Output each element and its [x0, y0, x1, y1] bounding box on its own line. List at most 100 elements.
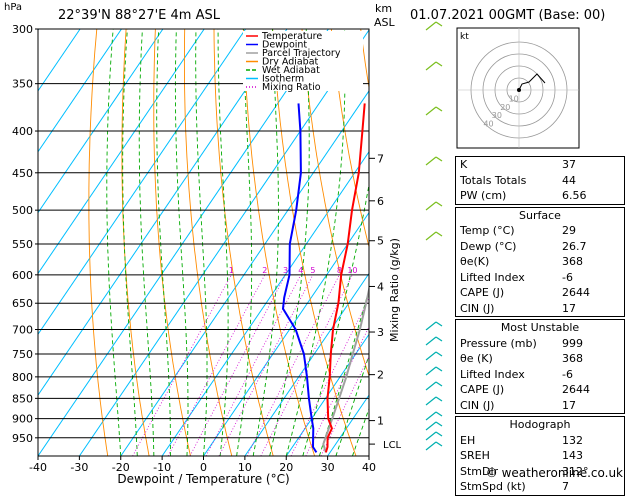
isotherm-line — [244, 272, 369, 456]
wind-barb — [425, 156, 437, 166]
hodograph-label: StmDir — [460, 464, 499, 478]
hodograph-trace — [518, 73, 546, 91]
mixing-ratio-line — [260, 274, 353, 456]
wind-barb — [425, 381, 437, 391]
info-panel: K 37 Totals Totals 44 PW (cm) 6.56 Surface Te… — [455, 156, 625, 498]
wind-barb — [425, 421, 437, 431]
skewt-chart: 1 2 3 4 5 8 10 16 20 2530035040045050055060065070… — [12, 21, 580, 486]
mixing-ratio-label: 8 — [337, 266, 342, 275]
km-tick-label: 6 — [377, 195, 384, 208]
wind-barb — [425, 61, 437, 71]
wind-barb-feather — [435, 396, 443, 402]
surface-row: CIN (J) 17 — [456, 301, 624, 317]
pressure-tick-label: 400 — [12, 125, 33, 138]
wind-barb-feather — [435, 231, 443, 237]
km-label: km — [375, 2, 393, 15]
x-axis-title: Dewpoint / Temperature (°C) — [117, 472, 289, 486]
mixing-ratio-line — [189, 274, 286, 456]
km-tick-label: 2 — [377, 369, 384, 382]
isotherm-line — [38, 29, 164, 214]
mixing-ratio-line — [167, 274, 266, 456]
hodograph-section: Hodograph EH 132 SREH 143 StmDir 312° StmSpd (… — [455, 416, 625, 496]
most-unstable-value: 2644 — [562, 383, 590, 396]
most-unstable-row: Pressure (mb) 999 — [456, 336, 624, 352]
most-unstable-row: CIN (J) 17 — [456, 398, 624, 414]
temp-tick-label: 10 — [238, 461, 252, 474]
mixing-ratio-line — [305, 325, 369, 456]
temp-tick-label: -10 — [153, 461, 171, 474]
most-unstable-label: Lifted Index — [460, 367, 525, 381]
mixing-ratio-line — [218, 274, 314, 456]
wet-adiabat-line — [302, 181, 369, 456]
pressure-tick-label: 450 — [12, 167, 33, 180]
isotherm-line — [38, 29, 205, 275]
wind-barb-feather — [435, 106, 443, 112]
isotherm-line — [38, 29, 247, 336]
mixing-ratio-axis-title: Mixing Ratio (g/kg) — [388, 238, 401, 342]
most-unstable-row: CAPE (J) 2644 — [456, 382, 624, 398]
most-unstable-value: 999 — [562, 336, 583, 350]
mixing-ratio-line — [290, 297, 369, 456]
datetime-label: 01.07.2021 00GMT (Base: 00) — [410, 8, 606, 23]
wind-barb-feather — [435, 61, 443, 67]
wind-barb-feather — [435, 201, 443, 207]
wind-barb-feather — [435, 411, 443, 417]
wind-barb-feather — [435, 336, 443, 342]
wet-adiabat-line — [138, 29, 155, 456]
hodograph-label: EH — [460, 433, 476, 447]
dry-adiabat-line — [121, 29, 150, 456]
mixing-ratio-label: 2 — [262, 266, 267, 275]
isotherm-line — [38, 29, 329, 456]
pressure-tick-label: 850 — [12, 392, 33, 405]
isotherm-line — [38, 29, 122, 153]
indices-section: K 37 Totals Totals 44 PW (cm) 6.56 — [455, 156, 625, 205]
wind-barb — [425, 336, 437, 346]
km-tick-label: 3 — [377, 326, 384, 339]
index-row: K 37 — [456, 157, 624, 173]
hodograph-ring-label: 30 — [492, 111, 502, 120]
pressure-tick-label: 500 — [12, 204, 33, 217]
km-tick-label: 7 — [377, 152, 384, 165]
legend-entry: Temperature — [261, 31, 322, 42]
hodograph-row: EH 132 — [456, 433, 624, 449]
most-unstable-label: CIN (J) — [460, 398, 495, 412]
surface-label: θe(K) — [460, 255, 490, 268]
most-unstable-title: Most Unstable — [500, 321, 580, 334]
wind-barb-feather — [435, 381, 443, 387]
plot-frame — [37, 28, 370, 457]
dewpoint-line — [281, 103, 318, 453]
hodograph-kt-label: kt — [460, 32, 469, 42]
mixing-ratio-label: 5 — [310, 266, 315, 275]
km-tick-label: 4 — [377, 280, 384, 293]
dry-adiabat-line — [88, 29, 109, 456]
pressure-tick-label: 950 — [12, 432, 33, 445]
legend-entry: Dewpoint — [262, 40, 307, 51]
index-value: 6.56 — [562, 189, 587, 202]
hodograph-title: Hodograph — [509, 418, 571, 431]
wind-barb — [425, 396, 437, 406]
wind-barb — [425, 106, 437, 116]
pressure-tick-label: 900 — [12, 413, 33, 426]
index-row: Totals Totals 44 — [456, 173, 624, 189]
dry-adiabat-line — [242, 29, 316, 456]
surface-value: 17 — [562, 301, 576, 315]
surface-row: CAPE (J) 2644 — [456, 285, 624, 301]
lcl-label: LCL — [383, 440, 402, 451]
wind-barb-feather — [435, 351, 443, 357]
hodograph-row: StmSpd (kt) 7 — [456, 479, 624, 495]
legend-entry: Isotherm — [262, 74, 304, 85]
wet-adiabat-line — [285, 29, 346, 456]
hodograph-row: StmDir 312° — [456, 464, 624, 480]
hodograph-frame — [456, 27, 580, 149]
hodograph-row: SREH 143 — [456, 448, 624, 464]
hodograph-label: SREH — [460, 449, 490, 462]
hodograph-value: 132 — [562, 433, 583, 447]
mixing-ratio-label: 4 — [298, 266, 303, 275]
index-value: 44 — [562, 173, 576, 187]
isotherm-line — [78, 29, 369, 456]
most-unstable-value: -6 — [562, 367, 573, 381]
legend-entry: Mixing Ratio — [262, 82, 321, 93]
surface-label: Dewp (°C) — [460, 239, 517, 253]
wind-barb-feather — [435, 21, 443, 27]
hpa-label: hPa — [4, 2, 23, 13]
